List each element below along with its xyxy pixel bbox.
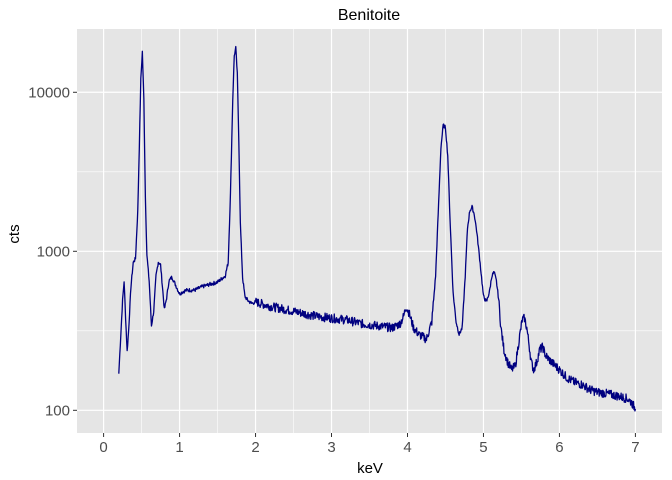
y-tick-label: 10000 — [28, 84, 70, 101]
x-axis-title: keV — [357, 460, 383, 477]
spectrum-line — [118, 45, 637, 412]
x-axis: 0 1 2 3 4 5 6 7 — [99, 433, 640, 456]
x-tick-label: 6 — [555, 439, 563, 456]
y-tick-label: 1000 — [37, 243, 70, 260]
y-tick-label: 100 — [45, 402, 70, 419]
x-tick-label: 2 — [251, 439, 259, 456]
grid-major — [77, 29, 662, 433]
y-axis-title: cts — [6, 224, 23, 243]
x-tick-label: 7 — [631, 439, 639, 456]
y-axis: 100 1000 10000 — [28, 84, 77, 419]
chart-title: Benitoite — [338, 7, 400, 24]
x-tick-label: 3 — [327, 439, 335, 456]
x-tick-label: 5 — [479, 439, 487, 456]
x-tick-label: 4 — [403, 439, 411, 456]
x-tick-label: 1 — [175, 439, 183, 456]
x-tick-label: 0 — [99, 439, 107, 456]
grid-minor — [77, 29, 662, 433]
